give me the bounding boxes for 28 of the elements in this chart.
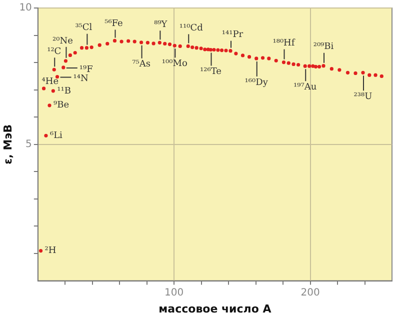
annotation: ⁹Be [54, 100, 70, 111]
annotation: ²³⁸U [354, 92, 373, 102]
annotation: ¹⁰⁰Mo [162, 58, 188, 69]
y-axis-title: ε, МэВ [1, 124, 14, 164]
annotation: ¹²⁶Te [200, 67, 222, 78]
annotation: ⁴He [42, 76, 59, 87]
annotation: ²⁰Ne [52, 36, 73, 46]
annotation: ¹²C [47, 46, 62, 57]
annotation: ⁵⁶Fe [104, 19, 123, 30]
annotation: ¹¹⁰Cd [179, 24, 204, 34]
annotation: ¹⁶⁰Dy [244, 78, 269, 88]
annotation: ¹⁴N [73, 74, 88, 84]
y-tick-label: 10 [19, 2, 32, 14]
annotation: ⁶Li [50, 131, 63, 142]
x-axis-title: массовое число А [158, 302, 272, 316]
x-tick-label: 200 [300, 287, 320, 298]
x-tick-label: 100 [164, 287, 184, 298]
annotation: ⁸⁹Y [154, 20, 168, 30]
annotation: ²H [44, 246, 56, 256]
annotation: ³⁵Cl [75, 23, 92, 34]
annotation: ¹⁹F [79, 64, 93, 75]
annotation: ¹⁴¹Pr [222, 30, 244, 40]
annotation: ¹¹B [57, 86, 72, 96]
annotation: ¹⁹⁷Au [294, 82, 317, 92]
annotation: ¹⁸⁰Hf [272, 38, 296, 49]
annotation: ²⁰⁹Bi [313, 42, 334, 52]
y-tick-label: 5 [26, 138, 32, 150]
annotation: ⁷⁵As [132, 60, 151, 70]
